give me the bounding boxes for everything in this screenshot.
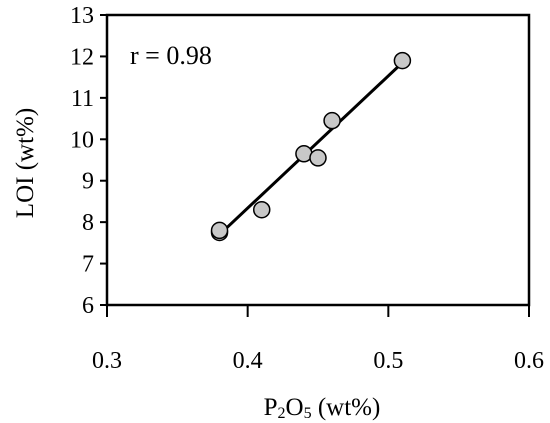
- y-axis-title: LOI (wt%): [12, 108, 39, 218]
- plot-frame: [105, 13, 531, 307]
- correlation-annotation: r = 0.98: [130, 41, 212, 70]
- x-axis-title-prefix: P: [264, 394, 278, 421]
- data-point: [309, 149, 327, 167]
- y-tick-label: 10: [70, 127, 94, 153]
- axes: [100, 13, 531, 317]
- y-tick-label: 12: [70, 44, 94, 70]
- data-point: [323, 111, 341, 130]
- y-tick-label: 9: [82, 169, 94, 195]
- y-tick-label: 6: [82, 293, 94, 319]
- x-tick-label: 0.4: [233, 348, 263, 374]
- x-axis-title-suffix: (wt%): [312, 394, 381, 421]
- x-tick-label: 0.5: [373, 348, 403, 374]
- data-point: [393, 51, 412, 70]
- tick-labels: 6 7 8 9 10 11 12 13 0.3 0.4 0.5 0.6: [70, 3, 544, 374]
- x-tick-label: 0.3: [92, 348, 122, 374]
- y-tick-label: 8: [82, 210, 94, 236]
- x-axis-title-sub1: 2: [278, 405, 286, 422]
- x-axis-title: P2O5 (wt%): [264, 394, 381, 422]
- x-axis-title-mid: O: [286, 394, 304, 421]
- x-tick-label: 0.6: [514, 348, 544, 374]
- y-tick-label: 13: [70, 3, 94, 29]
- x-axis-title-sub2: 5: [304, 405, 312, 422]
- y-tick-label: 7: [82, 252, 94, 278]
- data-points: [210, 51, 412, 242]
- y-tick-label: 11: [71, 86, 94, 112]
- data-point: [252, 200, 271, 219]
- data-point: [210, 221, 229, 240]
